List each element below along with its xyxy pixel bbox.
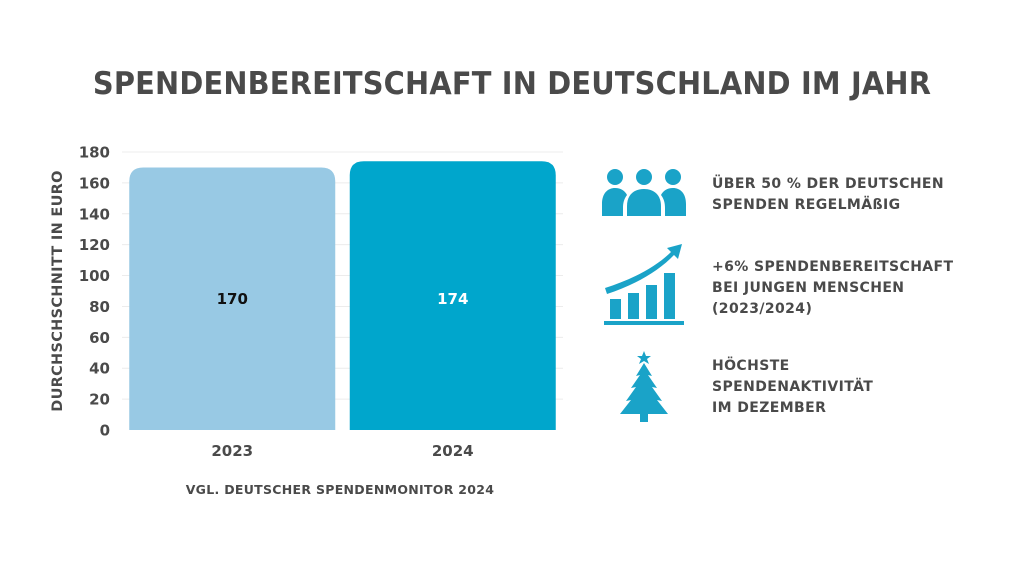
- growth-chart-icon: [604, 244, 684, 325]
- fact-line: HÖCHSTE: [712, 358, 790, 374]
- bar-value-label: 174: [437, 290, 468, 308]
- y-tick-label: 0: [100, 422, 110, 440]
- x-axis-ticks: 2023 2024: [211, 442, 473, 460]
- fact-line: (2023/2024): [712, 301, 813, 317]
- fact-text: +6% SPENDENBEREITSCHAFT BEI JUNGEN MENSC…: [712, 257, 953, 320]
- x-tick-label: 2024: [432, 442, 474, 460]
- fact-text: ÜBER 50 % DER DEUTSCHEN SPENDEN REGELMÄß…: [712, 174, 944, 216]
- fact-line: ÜBER 50 % DER DEUTSCHEN: [712, 176, 945, 192]
- y-tick-label: 60: [89, 329, 110, 347]
- fact-line: SPENDENAKTIVITÄT: [712, 379, 874, 395]
- bar-2024: [349, 161, 556, 430]
- y-tick-label: 40: [89, 360, 110, 378]
- christmas-tree-icon: [620, 351, 668, 422]
- y-tick-label: 100: [79, 267, 110, 285]
- fact-line: SPENDEN REGELMÄßIG: [712, 197, 901, 213]
- y-tick-label: 20: [89, 391, 110, 409]
- y-tick-label: 160: [79, 174, 110, 192]
- y-axis-ticks: 0 20 40 60 80 100 120 140 160 180: [79, 144, 110, 440]
- fact-line: IM DEZEMBER: [712, 400, 827, 416]
- bar-2023: [129, 167, 336, 430]
- people-group-icon: [602, 169, 686, 216]
- y-tick-label: 120: [79, 236, 110, 254]
- y-axis-label: DURCHSCHSCHNITT IN EURO: [50, 170, 66, 412]
- fact-text: HÖCHSTE SPENDENAKTIVITÄT IM DEZEMBER: [712, 356, 873, 419]
- bars: 170 174: [129, 161, 556, 430]
- fact-line: +6% SPENDENBEREITSCHAFT: [712, 259, 954, 275]
- y-tick-label: 80: [89, 298, 110, 316]
- bar-value-label: 170: [217, 290, 248, 308]
- fact-line: BEI JUNGEN MENSCHEN: [712, 280, 905, 296]
- y-tick-label: 180: [79, 144, 110, 162]
- y-tick-label: 140: [79, 205, 110, 223]
- page-title: SPENDENBEREITSCHAFT IN DEUTSCHLAND IM JA…: [92, 66, 932, 102]
- source-note: VGL. DEUTSCHER SPENDENMONITOR 2024: [185, 482, 495, 497]
- x-tick-label: 2023: [211, 442, 253, 460]
